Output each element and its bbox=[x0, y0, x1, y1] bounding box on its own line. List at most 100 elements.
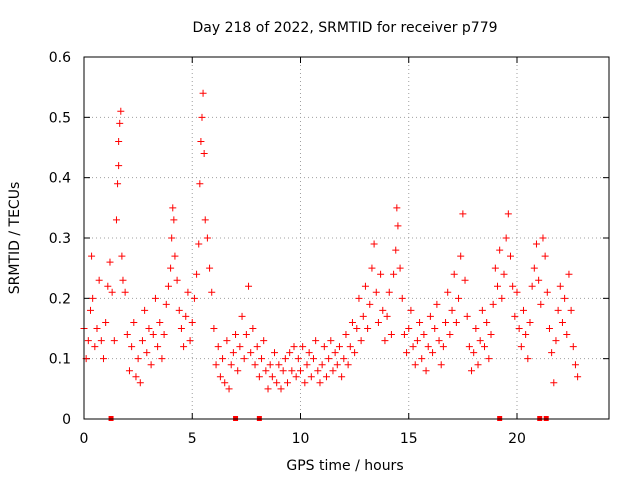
data-point bbox=[429, 349, 437, 357]
data-point bbox=[208, 288, 216, 296]
data-point bbox=[346, 343, 354, 351]
data-point bbox=[379, 306, 387, 314]
data-point bbox=[407, 306, 415, 314]
data-point bbox=[532, 240, 540, 248]
data-point bbox=[199, 89, 207, 97]
data-point bbox=[232, 331, 240, 339]
plot-frame bbox=[83, 56, 610, 420]
data-point bbox=[502, 234, 510, 242]
data-point bbox=[210, 325, 218, 332]
data-point bbox=[260, 337, 268, 345]
data-point bbox=[372, 288, 380, 296]
data-point bbox=[175, 306, 183, 314]
data-point bbox=[190, 294, 198, 302]
data-point bbox=[431, 325, 439, 332]
data-point bbox=[182, 312, 190, 320]
data-point bbox=[526, 318, 534, 326]
data-point bbox=[569, 343, 577, 351]
data-point bbox=[275, 361, 283, 369]
data-point bbox=[108, 288, 116, 296]
data-point bbox=[145, 325, 153, 332]
data-point bbox=[513, 288, 521, 296]
data-point bbox=[114, 180, 122, 188]
data-point bbox=[468, 367, 476, 375]
data-point bbox=[327, 337, 335, 345]
data-point bbox=[318, 361, 326, 369]
data-point bbox=[515, 325, 523, 332]
data-point bbox=[180, 343, 188, 351]
data-point bbox=[571, 361, 579, 369]
data-point bbox=[548, 349, 556, 357]
data-point bbox=[457, 252, 465, 260]
data-point bbox=[394, 222, 402, 230]
data-point bbox=[162, 300, 170, 308]
data-point bbox=[366, 300, 374, 308]
data-point bbox=[97, 337, 105, 345]
data-point bbox=[455, 294, 463, 302]
data-point bbox=[160, 331, 168, 339]
data-point bbox=[331, 349, 339, 357]
data-point bbox=[91, 343, 99, 351]
data-point bbox=[227, 361, 235, 369]
data-point bbox=[554, 306, 562, 314]
data-point bbox=[138, 337, 146, 345]
chart-title: Day 218 of 2022, SRMTID for receiver p77… bbox=[192, 20, 497, 36]
data-point bbox=[359, 312, 367, 320]
data-point bbox=[307, 373, 315, 381]
data-point bbox=[288, 367, 296, 375]
y-tick-label: 0.6 bbox=[49, 50, 71, 66]
data-point bbox=[465, 343, 473, 351]
data-point bbox=[193, 270, 201, 278]
data-point bbox=[448, 306, 456, 314]
data-point bbox=[143, 349, 151, 357]
data-point bbox=[439, 343, 447, 351]
data-point bbox=[333, 361, 341, 369]
data-point bbox=[552, 337, 560, 345]
data-point bbox=[106, 258, 114, 266]
data-point bbox=[481, 343, 489, 351]
data-point bbox=[299, 343, 307, 351]
data-point bbox=[149, 331, 157, 339]
data-point bbox=[374, 318, 382, 326]
data-point bbox=[377, 270, 385, 278]
x-tick-label: 10 bbox=[292, 431, 310, 447]
data-point bbox=[99, 355, 107, 363]
y-tick-label: 0.3 bbox=[49, 231, 71, 247]
data-point bbox=[112, 216, 120, 224]
data-point bbox=[240, 355, 248, 363]
data-point bbox=[476, 337, 484, 345]
data-point bbox=[86, 306, 94, 314]
data-point bbox=[550, 379, 558, 387]
data-point bbox=[115, 162, 123, 170]
data-point bbox=[158, 355, 166, 363]
data-point bbox=[245, 282, 253, 290]
data-point bbox=[541, 252, 549, 260]
data-point bbox=[393, 204, 401, 212]
data-point bbox=[184, 288, 192, 296]
data-point bbox=[338, 373, 346, 381]
data-point bbox=[89, 294, 97, 302]
data-point bbox=[498, 294, 506, 302]
data-point bbox=[370, 240, 378, 248]
data-point bbox=[494, 282, 502, 290]
data-point bbox=[186, 337, 194, 345]
data-point bbox=[385, 288, 393, 296]
data-point bbox=[95, 276, 103, 284]
data-point bbox=[251, 361, 259, 369]
data-point bbox=[93, 325, 101, 332]
data-point bbox=[132, 373, 140, 381]
data-point bbox=[266, 361, 274, 369]
data-point bbox=[195, 240, 203, 248]
data-point bbox=[522, 331, 530, 339]
data-point bbox=[420, 331, 428, 339]
data-point bbox=[284, 379, 292, 387]
data-point bbox=[478, 306, 486, 314]
data-point bbox=[351, 349, 359, 357]
data-point bbox=[203, 234, 211, 242]
data-point bbox=[164, 282, 172, 290]
data-point bbox=[188, 318, 196, 326]
data-point bbox=[121, 288, 129, 296]
data-point bbox=[296, 367, 304, 375]
data-point bbox=[117, 107, 125, 115]
